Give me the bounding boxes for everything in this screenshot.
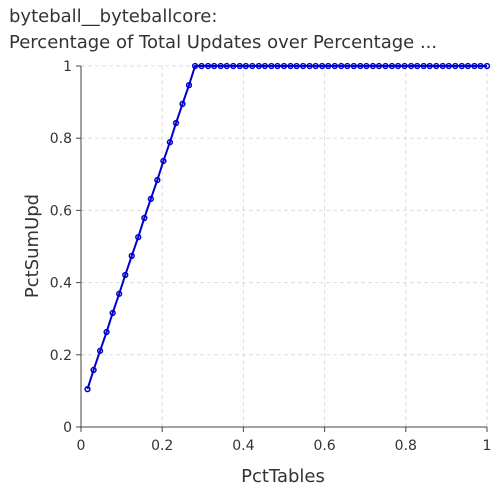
data-point (147, 195, 154, 202)
x-axis-ticks: 0 0.2 0.4 0.6 0.8 1 (77, 427, 492, 454)
data-point (375, 62, 383, 70)
data-point (312, 62, 319, 70)
data-point (141, 214, 148, 222)
y-tick-label: 0 (63, 420, 72, 436)
axes (80, 66, 487, 428)
data-point (280, 62, 288, 70)
data-point (268, 62, 275, 70)
data-point (191, 62, 199, 70)
data-point (407, 62, 415, 70)
data-point (179, 100, 186, 108)
data-point (414, 62, 421, 70)
data-point (452, 62, 459, 70)
data-point (464, 62, 472, 70)
y-axis-ticks: 0 0.2 0.4 0.6 0.8 1 (50, 59, 81, 436)
data-point (135, 233, 142, 241)
data-point (274, 62, 281, 70)
x-tick-label: 0 (77, 438, 86, 454)
data-point (154, 176, 161, 184)
data-point (477, 62, 484, 70)
y-tick-label: 0.6 (50, 203, 72, 219)
series-line (86, 65, 487, 390)
data-point (401, 62, 408, 70)
data-point (388, 62, 396, 70)
data-point (433, 62, 440, 70)
x-tick-label: 0.8 (395, 438, 417, 454)
y-axis-label: PctSumUpd (22, 194, 43, 298)
data-point (306, 62, 313, 70)
data-point (255, 62, 262, 70)
data-point (420, 62, 427, 70)
x-tick-label: 0.6 (313, 438, 335, 454)
data-point (116, 290, 123, 297)
data-point (445, 62, 452, 70)
y-tick-label: 0.4 (50, 276, 72, 292)
y-tick-label: 0.8 (50, 131, 72, 147)
data-point (299, 62, 307, 70)
data-point (236, 62, 243, 70)
data-point (261, 62, 269, 70)
data-point (338, 62, 345, 70)
data-point (249, 62, 256, 70)
x-tick-label: 1 (483, 438, 492, 454)
data-point (426, 62, 433, 70)
grid (81, 65, 488, 427)
data-point (223, 62, 230, 70)
x-tick-label: 0.2 (151, 438, 173, 454)
data-point (394, 62, 402, 70)
data-point (483, 62, 491, 70)
data-point (230, 62, 237, 70)
data-point (471, 62, 478, 70)
data-point (242, 62, 249, 70)
data-point (439, 62, 446, 70)
y-tick-label: 0.2 (50, 348, 72, 364)
data-point (325, 62, 332, 70)
data-point (369, 62, 377, 70)
data-point (217, 62, 224, 70)
x-tick-label: 0.4 (232, 438, 254, 454)
data-point (122, 271, 129, 279)
data-point (109, 309, 116, 317)
data-point (96, 347, 104, 354)
data-point (382, 62, 389, 70)
plot-area (84, 62, 491, 393)
data-point (166, 139, 174, 146)
data-point (319, 62, 326, 70)
data-point (211, 62, 218, 70)
data-point (103, 328, 110, 336)
data-point (458, 62, 465, 70)
data-point (331, 62, 338, 70)
data-point (357, 62, 364, 70)
chart-title: byteball__byteballcore: (9, 6, 218, 27)
data-point (128, 252, 135, 260)
data-point (90, 366, 97, 374)
data-point (198, 62, 205, 70)
data-point (287, 62, 294, 70)
data-point (172, 119, 180, 127)
data-point (204, 62, 212, 70)
data-point (350, 62, 357, 70)
data-point (84, 385, 91, 393)
x-axis-label: PctTables (241, 466, 325, 487)
data-point (160, 157, 167, 165)
data-point (363, 62, 370, 70)
chart-subtitle: Percentage of Total Updates over Percent… (9, 32, 438, 53)
data-point (293, 62, 300, 70)
data-point (185, 81, 193, 89)
data-point (344, 62, 351, 70)
y-tick-label: 1 (63, 59, 72, 75)
